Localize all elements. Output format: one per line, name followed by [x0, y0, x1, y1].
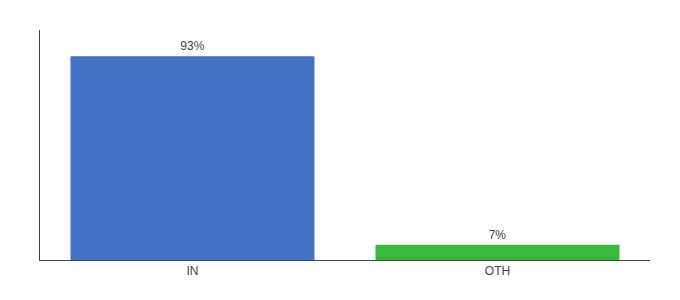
svg-text:7%: 7%	[489, 228, 507, 242]
svg-text:93%: 93%	[180, 39, 204, 53]
svg-text:OTH: OTH	[485, 264, 510, 278]
svg-text:IN: IN	[187, 264, 199, 278]
